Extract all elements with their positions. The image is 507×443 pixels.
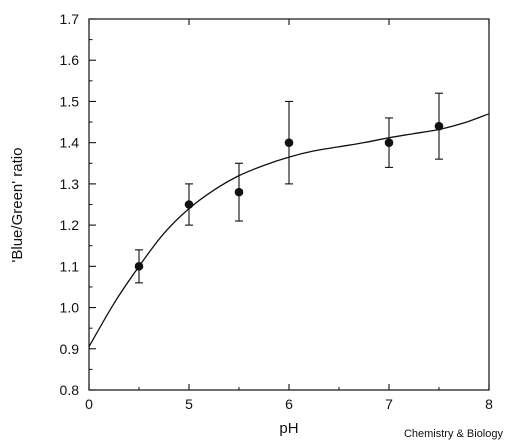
y-tick-label: 0.8: [60, 382, 80, 398]
data-points: [134, 121, 444, 271]
data-point: [234, 187, 244, 197]
y-tick-label: 1.0: [60, 300, 80, 316]
data-point: [384, 138, 394, 147]
data-point: [134, 262, 144, 271]
y-tick-label: 1.2: [60, 217, 80, 233]
source-credit: Chemistry & Biology: [404, 428, 504, 440]
x-tick-label: 0: [85, 396, 93, 412]
y-tick-label: 1.7: [60, 11, 80, 27]
x-tick-label: 5: [185, 396, 193, 412]
y-tick-label: 1.5: [60, 93, 80, 109]
axis-tick-labels: 0 5 6 7 8 0.8 0.9 1.0 1.1 1.2 1.3 1.4 1.5 1.6 1.7: [60, 11, 494, 412]
axis-ticks: [88, 18, 490, 391]
x-axis-title: pH: [279, 420, 298, 437]
data-point: [184, 200, 194, 209]
x-tick-label: 7: [385, 396, 393, 412]
data-point: [434, 121, 444, 131]
x-tick-label: 6: [285, 396, 293, 412]
data-point: [284, 138, 294, 147]
y-tick-label: 1.1: [60, 258, 80, 274]
x-tick-label: 8: [485, 396, 493, 412]
y-tick-label: 1.4: [60, 135, 80, 151]
plot-frame: [88, 18, 490, 391]
y-axis-title: 'Blue/Green' ratio: [9, 148, 26, 263]
y-tick-label: 1.3: [60, 176, 80, 192]
error-bars: [135, 92, 443, 284]
y-tick-label: 1.6: [60, 52, 80, 68]
y-tick-label: 0.9: [60, 341, 80, 357]
